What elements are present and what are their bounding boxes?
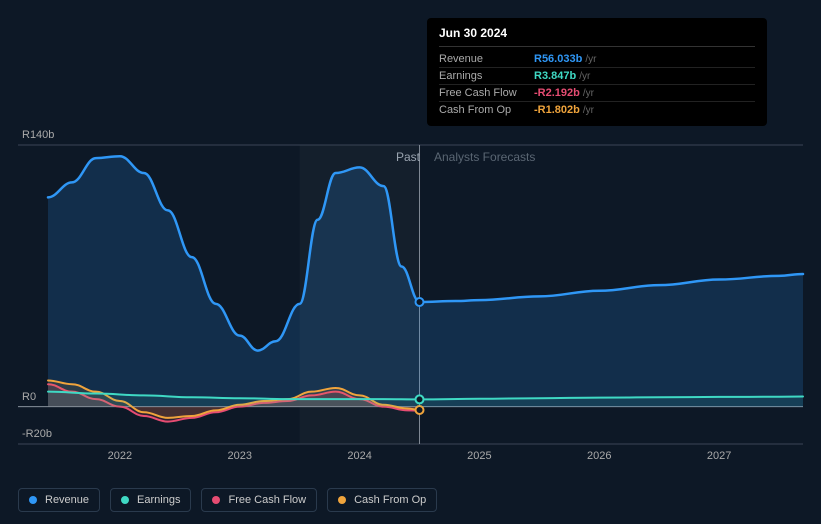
legend-label: Revenue [45,494,89,506]
y-axis-label: R0 [22,391,36,403]
financial-chart: Past Analysts Forecasts Jun 30 2024 Reve… [0,0,821,524]
legend-dot-icon [338,496,346,504]
legend-dot-icon [29,496,37,504]
legend-label: Cash From Op [354,494,426,506]
legend-item-earnings[interactable]: Earnings [110,488,191,512]
chart-legend: Revenue Earnings Free Cash Flow Cash Fro… [18,488,437,512]
tooltip-metric-label: Free Cash Flow [439,87,534,99]
y-axis-label: R140b [22,129,54,141]
tooltip-metric-value: R56.033b [534,53,582,65]
legend-label: Earnings [137,494,180,506]
past-region-label: Past [396,150,420,164]
tooltip-row: Free Cash Flow -R2.192b /yr [439,85,755,102]
legend-label: Free Cash Flow [228,494,306,506]
data-tooltip: Jun 30 2024 Revenue R56.033b /yrEarnings… [427,18,767,126]
x-axis-label: 2024 [347,450,371,462]
tooltip-metric-unit: /yr [579,71,590,82]
forecast-region-label: Analysts Forecasts [434,150,535,164]
legend-dot-icon [212,496,220,504]
tooltip-date: Jun 30 2024 [439,26,755,47]
tooltip-metric-value: R3.847b [534,70,576,82]
x-axis-label: 2022 [108,450,132,462]
legend-item-cash-from-op[interactable]: Cash From Op [327,488,437,512]
tooltip-metric-unit: /yr [583,105,594,116]
tooltip-metric-unit: /yr [583,88,594,99]
y-axis-label: -R20b [22,428,52,440]
tooltip-row: Earnings R3.847b /yr [439,68,755,85]
tooltip-metric-value: -R2.192b [534,87,580,99]
tooltip-metric-label: Earnings [439,70,534,82]
tooltip-metric-label: Revenue [439,53,534,65]
tooltip-metric-label: Cash From Op [439,104,534,116]
legend-item-revenue[interactable]: Revenue [18,488,100,512]
tooltip-row: Revenue R56.033b /yr [439,51,755,68]
x-axis-label: 2026 [587,450,611,462]
tooltip-metric-unit: /yr [585,54,596,65]
tooltip-row: Cash From Op -R1.802b /yr [439,102,755,118]
x-axis-label: 2025 [467,450,491,462]
x-axis-label: 2027 [707,450,731,462]
legend-dot-icon [121,496,129,504]
legend-item-free-cash-flow[interactable]: Free Cash Flow [201,488,317,512]
tooltip-metric-value: -R1.802b [534,104,580,116]
x-axis-label: 2023 [227,450,251,462]
